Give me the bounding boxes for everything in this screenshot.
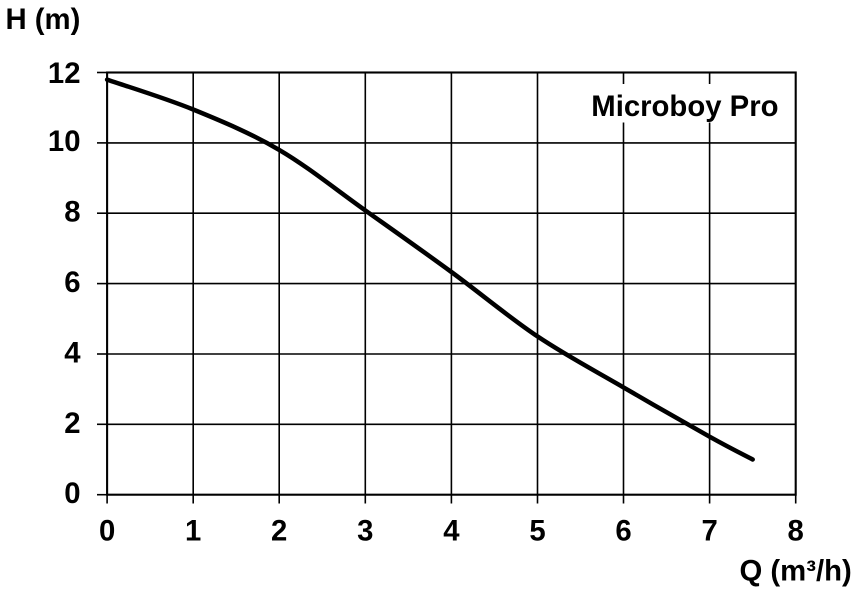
svg-text:Microboy Pro: Microboy Pro xyxy=(591,90,778,123)
svg-text:12: 12 xyxy=(48,57,81,90)
svg-text:8: 8 xyxy=(64,196,80,229)
svg-text:0: 0 xyxy=(64,477,80,510)
svg-text:6: 6 xyxy=(64,266,80,299)
svg-text:Q (m³/h): Q (m³/h) xyxy=(740,555,852,588)
svg-text:0: 0 xyxy=(99,515,115,548)
svg-text:4: 4 xyxy=(64,336,81,369)
svg-text:8: 8 xyxy=(788,515,804,548)
svg-text:1: 1 xyxy=(185,515,201,548)
svg-text:6: 6 xyxy=(615,515,631,548)
svg-text:2: 2 xyxy=(271,515,287,548)
svg-text:7: 7 xyxy=(701,515,717,548)
svg-text:3: 3 xyxy=(357,515,373,548)
svg-text:2: 2 xyxy=(64,407,80,440)
svg-text:H (m): H (m) xyxy=(6,3,81,36)
svg-text:10: 10 xyxy=(48,125,81,158)
svg-text:5: 5 xyxy=(529,515,545,548)
svg-text:4: 4 xyxy=(443,515,460,548)
